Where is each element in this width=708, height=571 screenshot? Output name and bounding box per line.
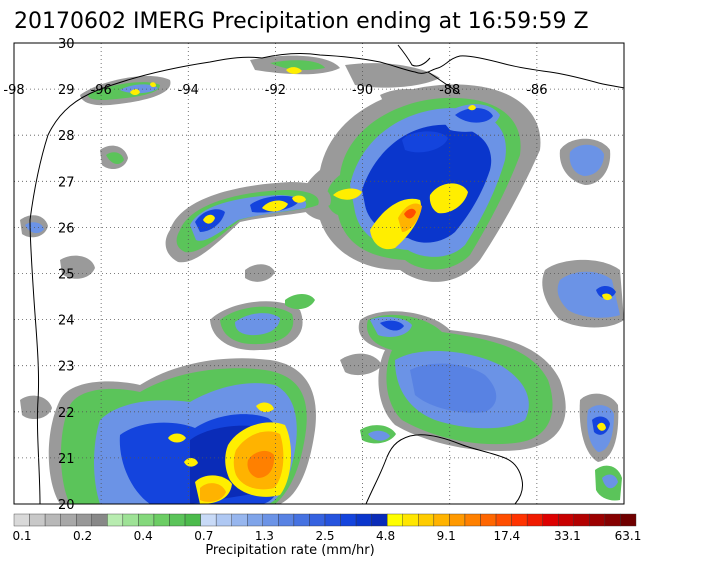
colorbar-swatch: [293, 513, 310, 527]
colorbar-swatch: [620, 513, 637, 527]
colorbar-tick-labels: 0.1 0.2 0.4 0.7 1.3 2.5 4.8 9.1 17.4 33.1 63.1: [12, 529, 641, 543]
colorbar-swatch: [309, 513, 326, 527]
colorbar-swatch: [511, 513, 528, 527]
colorbar-swatch: [278, 513, 295, 527]
colorbar-label: 0.2: [73, 529, 92, 543]
colorbar-swatch: [387, 513, 403, 527]
colorbar: [13, 513, 637, 527]
colorbar-swatch: [449, 513, 466, 527]
colorbar-label: 0.1: [12, 529, 31, 543]
colorbar-swatch: [13, 513, 30, 527]
colorbar-swatch: [324, 513, 341, 527]
colorbar-swatch: [215, 513, 232, 527]
longitude-label: -86: [526, 83, 547, 98]
longitude-label: -88: [439, 83, 460, 98]
colorbar-label: 2.5: [315, 529, 334, 543]
colorbar-swatch: [107, 513, 124, 527]
colorbar-swatch: [402, 513, 419, 527]
latitude-label: 27: [58, 175, 75, 190]
colorbar-swatch: [464, 513, 481, 527]
latitude-label: 30: [58, 37, 75, 52]
colorbar-swatch: [371, 513, 388, 527]
colorbar-swatch: [29, 513, 46, 527]
colorbar-swatch: [138, 513, 155, 527]
latitude-label: 21: [58, 452, 75, 467]
colorbar-label: 0.4: [134, 529, 153, 543]
latitude-label: 29: [58, 83, 75, 98]
colorbar-swatch: [604, 513, 621, 527]
longitude-label: -90: [352, 83, 373, 98]
colorbar-swatch: [355, 513, 372, 527]
colorbar-swatch: [589, 513, 606, 527]
latitude-label: 24: [58, 314, 75, 329]
colorbar-swatch: [153, 513, 170, 527]
colorbar-swatch: [526, 513, 543, 527]
colorbar-label: 9.1: [437, 529, 456, 543]
latitude-label: 23: [58, 360, 75, 375]
colorbar-swatch: [558, 513, 575, 527]
colorbar-swatch: [247, 513, 264, 527]
colorbar-swatch: [75, 513, 92, 527]
latitude-labels: 30 29 28 27 26 25 24 23 22 21 20: [58, 37, 75, 513]
colorbar-swatch: [200, 513, 217, 527]
latitude-label: 26: [58, 221, 75, 236]
colorbar-swatch: [91, 513, 108, 527]
colorbar-label: 33.1: [554, 529, 581, 543]
colorbar-swatch: [262, 513, 279, 527]
colorbar-swatch: [573, 513, 590, 527]
latitude-label: 22: [58, 406, 75, 421]
map-title: 20170602 IMERG Precipitation ending at 1…: [14, 9, 589, 34]
longitude-label: -92: [265, 83, 286, 98]
longitude-label: -96: [91, 83, 112, 98]
longitude-label: -98: [3, 83, 24, 98]
colorbar-swatch: [60, 513, 77, 527]
colorbar-swatch: [122, 513, 139, 527]
colorbar-swatch: [495, 513, 512, 527]
colorbar-swatch: [340, 513, 357, 527]
colorbar-label: 0.7: [194, 529, 213, 543]
longitude-labels: -98 -96 -94 -92 -90 -88 -86: [3, 83, 547, 98]
colorbar-swatch: [231, 513, 248, 527]
latitude-label: 20: [58, 498, 75, 513]
longitude-label: -94: [178, 83, 199, 98]
colorbar-label: 17.4: [493, 529, 520, 543]
colorbar-swatch: [542, 513, 559, 527]
latitude-label: 28: [58, 129, 75, 144]
colorbar-swatch: [418, 513, 435, 527]
coastline: [29, 44, 624, 504]
colorbar-title: Precipitation rate (mm/hr): [205, 543, 374, 558]
plot-frame: [13, 42, 625, 505]
graticule: [14, 43, 624, 504]
colorbar-swatch: [169, 513, 186, 527]
colorbar-swatch: [433, 513, 450, 527]
colorbar-swatch: [184, 513, 201, 527]
colorbar-swatch: [480, 513, 497, 527]
colorbar-swatch: [44, 513, 61, 527]
colorbar-label: 4.8: [376, 529, 395, 543]
colorbar-label: 63.1: [615, 529, 642, 543]
colorbar-label: 1.3: [255, 529, 274, 543]
latitude-label: 25: [58, 268, 75, 283]
precipitation-field: [20, 55, 624, 504]
